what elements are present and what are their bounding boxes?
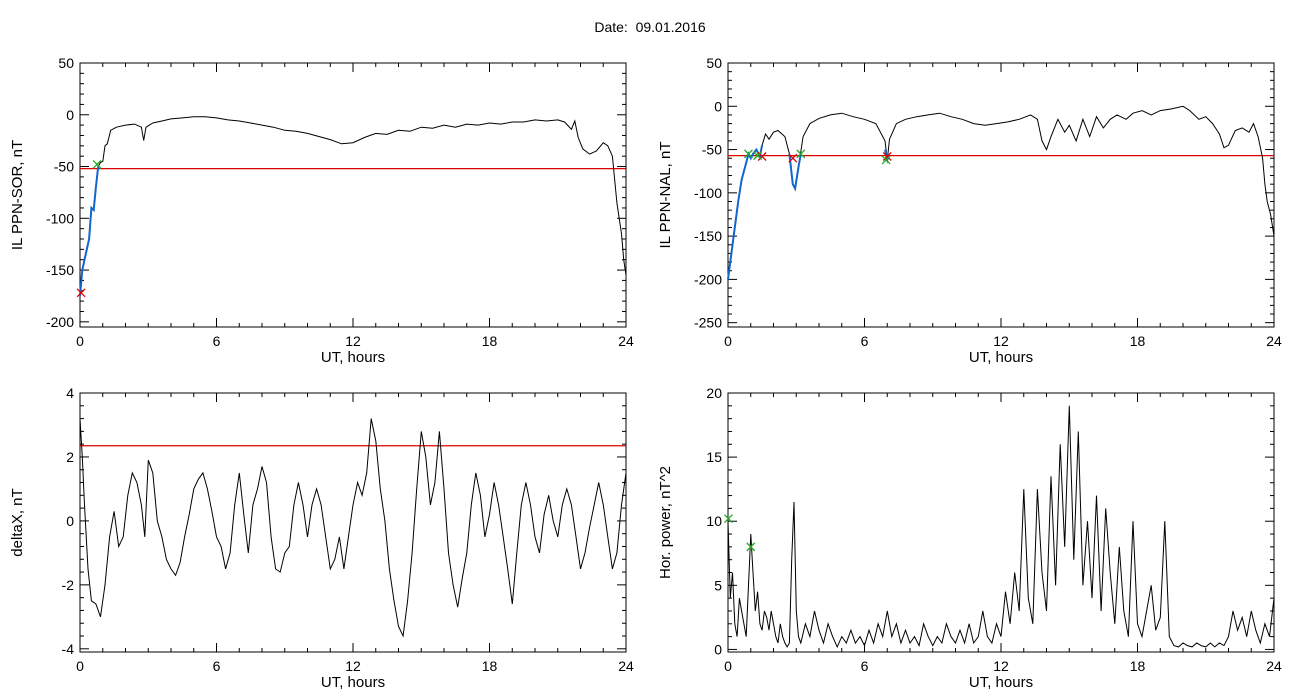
series-trace-line: [727, 405, 1275, 649]
x-tick-label: 0: [76, 333, 84, 349]
x-axis-label: UT, hours: [969, 349, 1033, 366]
y-tick-label: 4: [66, 385, 74, 401]
marker-stroke: [796, 149, 806, 159]
marker-stroke: [744, 149, 753, 159]
y-tick-label: -4: [62, 641, 75, 657]
x-tick-label: 0: [724, 333, 732, 349]
x-tick-label: 24: [618, 333, 634, 349]
plot-frame: [79, 392, 627, 653]
y-tick-label: -2: [62, 577, 75, 593]
x-tick-label: 12: [993, 333, 1009, 349]
series-trace-line: [727, 105, 1275, 280]
marker-stroke: [788, 153, 798, 163]
series-trace-line: [79, 116, 627, 296]
x-tick-label: 18: [482, 658, 498, 674]
chart-panel-4: 0 6 12 18 24 0 5 10 15 20 UT, hours Hor. power, nT^…: [657, 385, 1282, 691]
end-marker: [788, 153, 798, 163]
y-tick-label: 0: [66, 513, 74, 529]
page-title: Date: 09.01.2016: [0, 19, 1300, 35]
plot-frame: [727, 392, 1275, 653]
highlighted-segment-line: [788, 153, 802, 192]
y-axis-label: IL PPN-SOR, nT: [9, 140, 26, 250]
y-axis-label: Hor. power, nT^2: [657, 466, 674, 579]
y-tick-label: 20: [706, 385, 722, 401]
chart-panel-1: 0 6 12 18 24 -200 -150 -100 -50 0 50 UT, hours IL PP…: [9, 55, 634, 366]
y-tick-label: -200: [46, 314, 74, 330]
y-tick-label: 10: [706, 513, 722, 529]
start-marker: [744, 149, 753, 159]
x-tick-label: 0: [724, 658, 732, 674]
y-tick-label: -150: [694, 228, 722, 244]
plot-frame: [727, 62, 1275, 328]
marker-stroke: [723, 514, 733, 524]
y-tick-label: 2: [66, 449, 74, 465]
x-tick-label: 24: [1266, 333, 1282, 349]
start-marker: [753, 151, 763, 161]
y-tick-label: 0: [714, 641, 722, 657]
y-tick-label: -150: [46, 262, 74, 278]
start-marker: [92, 159, 102, 169]
y-tick-label: -100: [46, 210, 74, 226]
marker-stroke: [92, 159, 102, 169]
y-tick-label: -200: [694, 271, 722, 287]
y-tick-label: -250: [694, 315, 722, 331]
start-marker: [746, 542, 756, 552]
x-tick-label: 12: [345, 658, 361, 674]
x-tick-label: 24: [1266, 658, 1282, 674]
start-marker: [796, 149, 806, 159]
x-tick-label: 0: [76, 658, 84, 674]
x-tick-label: 6: [861, 333, 869, 349]
start-marker: [723, 514, 733, 524]
y-tick-label: 15: [706, 449, 722, 465]
marker-stroke: [76, 288, 86, 298]
x-tick-label: 6: [213, 658, 221, 674]
highlighted-segment-line: [727, 145, 764, 280]
y-axis-label: deltaX, nT: [9, 488, 26, 556]
y-tick-label: 50: [706, 55, 722, 71]
marker-stroke: [881, 155, 891, 165]
marker-stroke: [746, 542, 756, 552]
y-tick-label: 5: [714, 577, 722, 593]
x-tick-label: 6: [213, 333, 221, 349]
plot-frame: [79, 62, 627, 328]
chart-panel-2: 0 6 12 18 24 -250 -200 -150 -100 -50 0 50 UT, hours I…: [657, 55, 1282, 366]
x-tick-label: 18: [482, 333, 498, 349]
y-tick-label: 0: [66, 107, 74, 123]
y-tick-label: -50: [54, 159, 74, 175]
x-axis-label: UT, hours: [321, 349, 385, 366]
end-marker: [76, 288, 86, 298]
x-tick-label: 24: [618, 658, 634, 674]
highlighted-segment-line: [79, 166, 100, 296]
series-trace-line: [79, 418, 627, 638]
y-axis-label: IL PPN-NAL, nT: [657, 142, 674, 249]
x-tick-label: 12: [993, 658, 1009, 674]
date-label: Date:: [594, 19, 628, 35]
x-tick-label: 18: [1130, 658, 1146, 674]
date-value: 09.01.2016: [635, 19, 706, 35]
y-tick-label: 0: [714, 98, 722, 114]
x-tick-label: 6: [861, 658, 869, 674]
y-tick-label: -100: [694, 185, 722, 201]
start-marker: [881, 155, 891, 165]
x-tick-label: 12: [345, 333, 361, 349]
x-axis-label: UT, hours: [321, 674, 385, 691]
marker-stroke: [757, 152, 767, 161]
x-tick-label: 18: [1130, 333, 1146, 349]
marker-stroke: [753, 151, 763, 161]
y-tick-label: 50: [58, 55, 74, 71]
y-tick-label: -50: [702, 142, 722, 158]
x-axis-label: UT, hours: [969, 674, 1033, 691]
